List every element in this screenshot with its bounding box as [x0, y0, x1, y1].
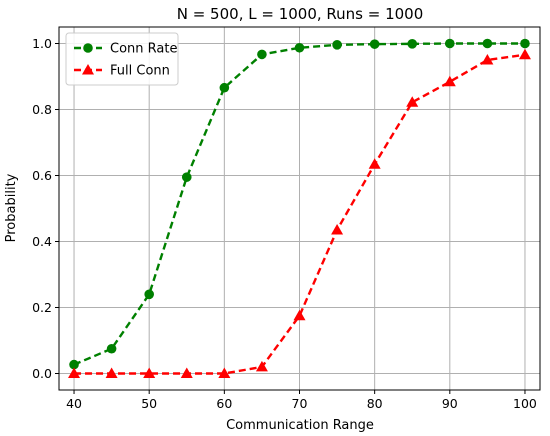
y-tick-label: 0.2	[32, 300, 52, 315]
data-point	[520, 38, 530, 49]
data-point	[407, 39, 418, 49]
data-point	[443, 75, 456, 87]
legend-marker	[83, 43, 93, 53]
legend-box	[65, 32, 179, 86]
y-tick-label: 0.6	[32, 168, 52, 183]
series-1	[69, 38, 530, 370]
legend: Conn Rate Full Conn	[65, 32, 179, 86]
data-point	[445, 38, 455, 49]
x-tick-label: 100	[513, 396, 537, 411]
legend-label: Full Conn	[110, 64, 170, 79]
x-axis: 40 50 60 70 80 90 100	[66, 390, 537, 411]
data-point	[406, 96, 419, 107]
data-point	[106, 343, 117, 354]
series-2	[68, 48, 531, 378]
x-tick-label: 70	[292, 396, 308, 411]
series-layer	[68, 38, 531, 378]
legend-item: Full Conn	[74, 64, 170, 79]
x-tick-label: 50	[141, 396, 157, 411]
data-point	[219, 82, 230, 93]
data-point	[332, 40, 342, 50]
legend-item: Conn Rate	[74, 42, 177, 57]
data-point	[369, 39, 380, 49]
x-tick-label: 80	[367, 396, 383, 411]
legend-marker	[82, 64, 94, 75]
x-axis-label: Communication Range	[226, 418, 374, 433]
data-point	[294, 42, 305, 53]
legend-label: Conn Rate	[110, 42, 177, 57]
y-tick-label: 0.8	[32, 102, 52, 117]
y-tick-label: 0.4	[32, 234, 52, 249]
data-point	[68, 367, 81, 378]
data-point	[143, 367, 156, 378]
y-tick-label: 0.0	[32, 366, 52, 381]
data-point	[255, 360, 268, 372]
y-tick-label: 1.0	[32, 36, 52, 51]
data-point	[218, 367, 231, 378]
data-point	[293, 309, 306, 321]
data-point	[105, 367, 118, 378]
chart-title: N = 500, L = 1000, Runs = 1000	[177, 5, 424, 23]
data-point	[482, 38, 493, 49]
data-point	[180, 367, 193, 378]
data-point	[257, 49, 267, 60]
data-point	[144, 289, 154, 300]
data-point	[331, 223, 344, 235]
x-tick-label: 40	[66, 396, 82, 411]
y-axis: 0.0 0.2 0.4 0.6 0.8 1.0	[32, 36, 59, 381]
data-point	[69, 359, 79, 370]
y-axis-label: Probability	[4, 173, 19, 242]
x-tick-label: 90	[442, 396, 458, 411]
data-point	[181, 172, 192, 182]
data-point	[368, 158, 381, 169]
data-point	[481, 54, 494, 65]
x-tick-label: 60	[216, 396, 232, 411]
data-point	[518, 48, 531, 60]
